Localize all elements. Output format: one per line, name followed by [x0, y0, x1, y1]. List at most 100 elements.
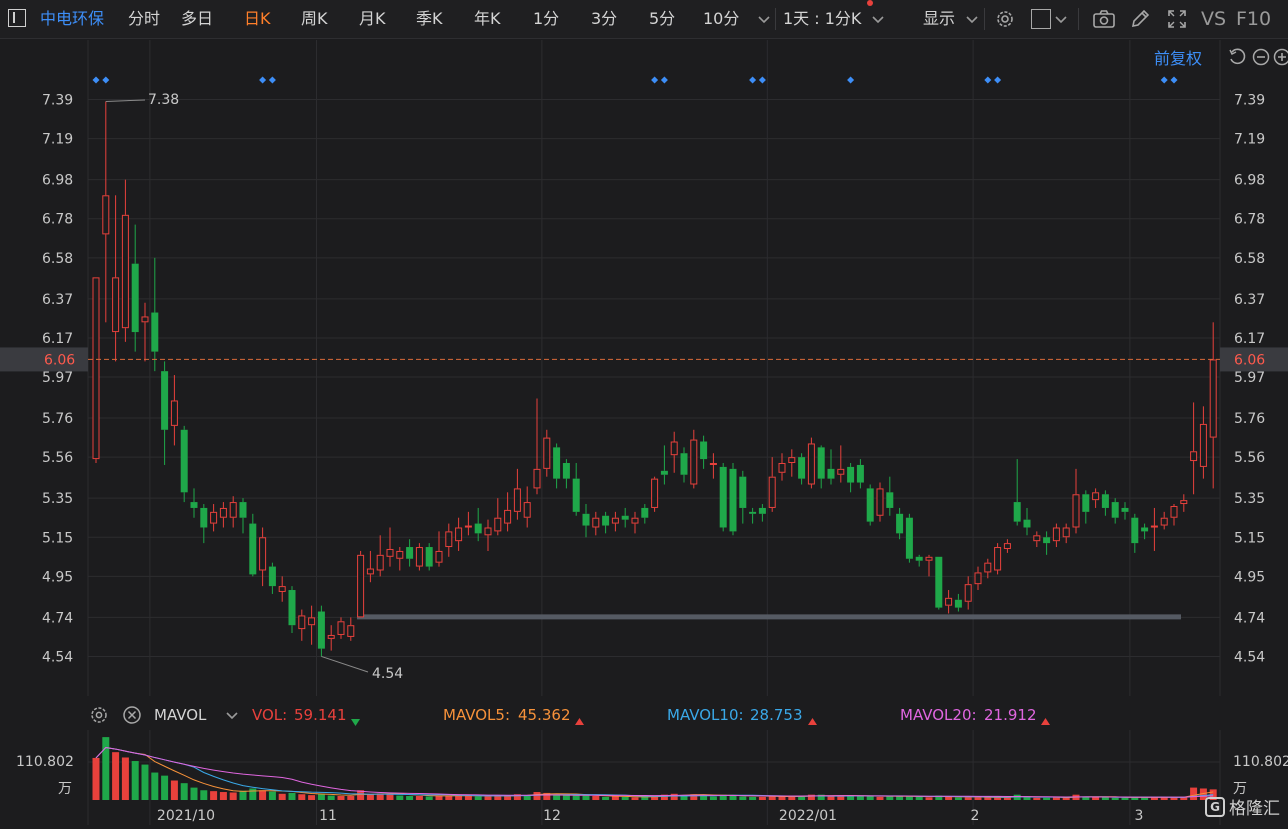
candle-body [142, 317, 148, 322]
volume-bar [975, 797, 982, 800]
tab-yearly-k[interactable]: 年K [474, 0, 501, 38]
volume-bar [583, 796, 590, 800]
volume-bar [945, 797, 952, 800]
volume-bar [220, 792, 227, 800]
y-tick-left: 6.98 [42, 173, 73, 189]
y-tick-left: 4.54 [42, 649, 73, 665]
candle-body [769, 477, 775, 507]
y-tick-left: 5.56 [42, 450, 73, 466]
candle-body [387, 549, 393, 556]
close-indicator-icon[interactable] [122, 705, 142, 729]
volume-bar [573, 796, 580, 800]
y-tick-right: 6.78 [1234, 212, 1265, 228]
more-periods-chevron-icon[interactable] [757, 11, 771, 30]
layout-chevron-icon[interactable] [1054, 11, 1068, 30]
candle-body [1043, 537, 1050, 543]
candle-body [553, 447, 560, 478]
reset-icon[interactable] [1228, 48, 1246, 70]
candle-body [661, 471, 668, 475]
y-tick-right: 5.76 [1234, 411, 1265, 427]
candle-body [641, 508, 648, 518]
layout-square-icon[interactable] [1031, 9, 1051, 29]
volume-bar [1122, 798, 1129, 800]
candle-body [338, 622, 344, 635]
adjust-mode-button[interactable]: 前复权 [1154, 45, 1202, 69]
volume-bar [896, 796, 903, 800]
candle-body [505, 510, 511, 523]
y-tick-right: 6.98 [1234, 173, 1265, 189]
tab-daily-k[interactable]: 日K [244, 0, 271, 38]
zoom-out-icon[interactable] [1252, 48, 1270, 70]
indicator-select[interactable]: MAVOL [154, 700, 206, 730]
tab-monthly-k[interactable]: 月K [359, 0, 386, 38]
mavol5-label: MAVOL5: [443, 700, 510, 730]
range-select[interactable]: 1天 : 1分K [783, 0, 861, 38]
stock-name[interactable]: 中电环保 [40, 0, 104, 38]
candle-body [475, 524, 482, 534]
y-tick-right: 4.54 [1234, 649, 1265, 665]
volume-bar [210, 791, 217, 800]
camera-icon[interactable] [1092, 8, 1116, 34]
volume-bar [259, 790, 266, 800]
candle-body [93, 278, 99, 459]
candle-body [1191, 452, 1197, 461]
candle-body [739, 477, 746, 508]
candle-body [426, 547, 433, 567]
volume-bar [102, 737, 109, 800]
range-chevron-icon[interactable] [871, 11, 885, 30]
gear-icon[interactable] [994, 8, 1016, 34]
candle-body [132, 264, 139, 332]
candle-body [828, 469, 835, 479]
display-menu[interactable]: 显示 [923, 0, 955, 38]
mavol20-up-arrow-icon [1041, 711, 1050, 729]
sidebar-toggle-icon[interactable] [8, 9, 26, 27]
volume-bar [1092, 797, 1099, 800]
indicator-settings-gear-icon[interactable] [89, 705, 109, 729]
tab-10min[interactable]: 10分 [703, 0, 739, 38]
candle-body [524, 503, 530, 518]
tab-fenshi[interactable]: 分时 [128, 0, 160, 38]
support-line-bar [357, 614, 1181, 619]
candle-body [436, 551, 442, 562]
volume-bar [1053, 797, 1060, 800]
volume-bar [632, 797, 639, 800]
indicator-chevron-icon[interactable] [225, 708, 239, 726]
volume-bar [926, 797, 933, 800]
volume-bar [612, 796, 619, 800]
tab-multiday[interactable]: 多日 [181, 0, 213, 38]
candle [730, 463, 737, 535]
candle-body [1131, 518, 1138, 543]
candle-body [1053, 528, 1059, 541]
volume-bar [1033, 798, 1040, 800]
y-tick-right: 7.39 [1234, 93, 1265, 109]
volume-bar [308, 795, 315, 800]
volume-bar [1043, 798, 1050, 800]
candle-body [456, 528, 462, 541]
volume-bar [289, 793, 296, 800]
tab-3min[interactable]: 3分 [591, 0, 617, 38]
vs-button[interactable]: VS [1201, 0, 1226, 38]
vol-unit-label-left: 万 [58, 778, 72, 798]
candle-body [269, 567, 276, 587]
tab-1min[interactable]: 1分 [533, 0, 559, 38]
fullscreen-icon[interactable] [1166, 8, 1188, 34]
candle-body [818, 447, 825, 478]
candle-body [1102, 494, 1109, 508]
candle-body [289, 590, 296, 625]
tab-weekly-k[interactable]: 周K [301, 0, 328, 38]
candle-body [377, 555, 383, 570]
tab-5min[interactable]: 5分 [649, 0, 675, 38]
pencil-icon[interactable] [1129, 8, 1151, 34]
candle-body [730, 469, 737, 532]
zoom-in-icon[interactable] [1273, 48, 1288, 70]
tab-quarterly-k[interactable]: 季K [416, 0, 443, 38]
candle-body [906, 518, 913, 559]
volume-bar [416, 796, 423, 800]
candle [358, 551, 364, 617]
f10-button[interactable]: F10 [1236, 0, 1271, 38]
display-chevron-icon[interactable] [965, 11, 979, 30]
